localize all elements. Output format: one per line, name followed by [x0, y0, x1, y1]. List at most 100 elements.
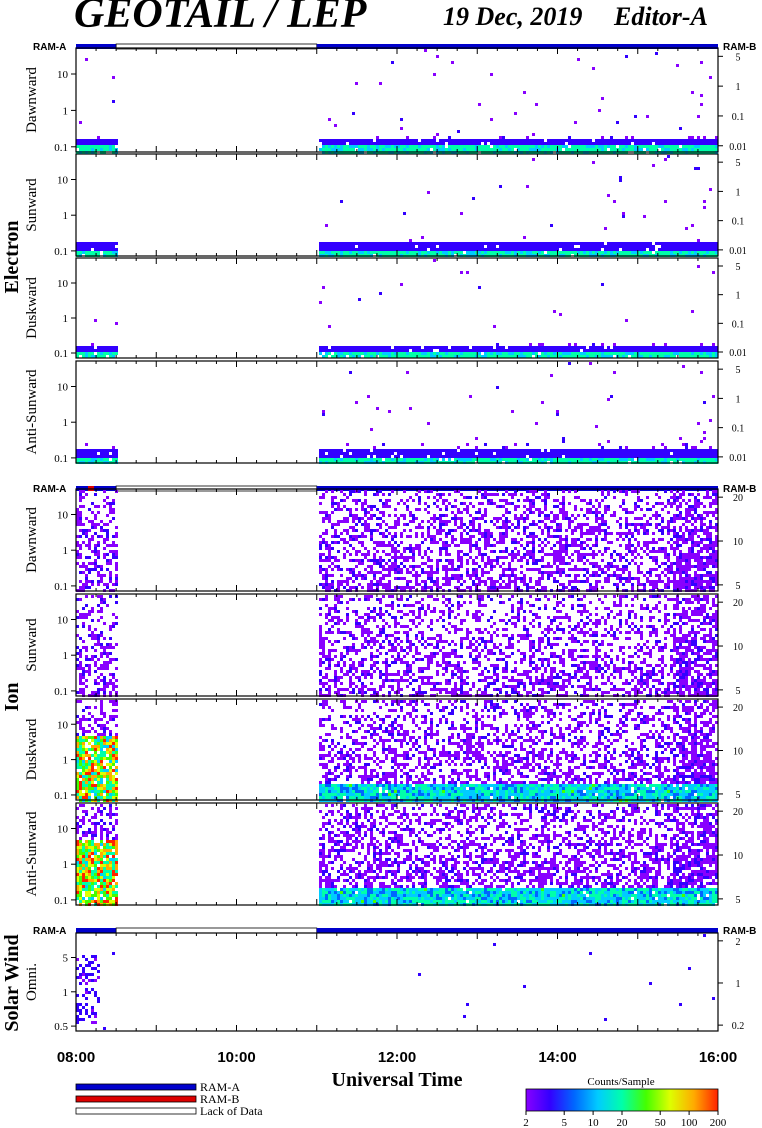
spectrogram-cell [613, 559, 616, 562]
spectrogram-cell [418, 583, 421, 586]
spectrogram-cell [505, 148, 508, 151]
spectrogram-cell [499, 452, 502, 455]
spectrogram-cell [598, 352, 601, 355]
spectrogram-cell [475, 458, 478, 461]
spectrogram-cell [628, 349, 631, 352]
spectrogram-cell [430, 142, 433, 145]
spectrogram-cell [343, 520, 346, 523]
spectrogram-cell [361, 242, 364, 245]
spectrogram-cell [553, 355, 556, 358]
spectrogram-cell [694, 148, 697, 151]
spectrogram-cell [385, 502, 388, 505]
spectrogram-cell [343, 352, 346, 355]
spectrogram-cell [328, 352, 331, 355]
spectrogram-cell [541, 455, 544, 458]
spectrogram-cell [430, 535, 433, 538]
spectrogram-cell [346, 455, 349, 458]
spectrogram-cell [517, 586, 520, 589]
spectrogram-cell [595, 142, 598, 145]
spectrogram-cell [517, 532, 520, 535]
spectrogram-cell [394, 562, 397, 565]
spectrogram-cell [487, 571, 490, 574]
spectrogram-cell [352, 142, 355, 145]
spectrogram-cell [424, 538, 427, 541]
spectrogram-cell [493, 142, 496, 145]
spectrogram-cell [94, 349, 97, 352]
spectrogram-cell [628, 544, 631, 547]
spectrogram-cell [79, 553, 82, 556]
spectrogram-cell [514, 517, 517, 520]
spectrogram-cell [604, 248, 607, 251]
spectrogram-cell [664, 349, 667, 352]
spectrogram-cell [592, 343, 595, 346]
spectrogram-cell [562, 568, 565, 571]
spectrogram-cell [331, 248, 334, 251]
spectrogram-cell [112, 556, 115, 559]
spectrogram-cell [703, 200, 706, 203]
spectrogram-cell [418, 574, 421, 577]
spectrogram-cell [706, 242, 709, 245]
spectrogram-cell [529, 586, 532, 589]
spectrogram-cell [589, 145, 592, 148]
y-tick-label-right: 0.1 [732, 112, 745, 123]
spectrogram-cell [100, 346, 103, 349]
spectrogram-cell [82, 529, 85, 532]
spectrogram-cell [628, 538, 631, 541]
spectrogram-cell [436, 142, 439, 145]
spectrogram-cell [715, 136, 718, 139]
spectrogram-cell [322, 410, 325, 413]
spectrogram-cell [526, 142, 529, 145]
spectrogram-cell [373, 556, 376, 559]
spectrogram-cell [499, 245, 502, 248]
spectrogram-cell [322, 553, 325, 556]
spectrogram-cell [541, 145, 544, 148]
spectrogram-cell [112, 242, 115, 245]
spectrogram-cell [421, 443, 424, 446]
spectrogram-cell [538, 496, 541, 499]
spectrogram-cell [592, 349, 595, 352]
spectrogram-cell [100, 452, 103, 455]
spectrogram-cell [367, 511, 370, 514]
spectrogram-cell [619, 505, 622, 508]
spectrogram-cell [508, 583, 511, 586]
spectrogram-cell [490, 562, 493, 565]
spectrogram-cell [331, 490, 334, 493]
spectrogram-cell [82, 242, 85, 245]
spectrogram-cell [433, 245, 436, 248]
spectrogram-cell [532, 490, 535, 493]
spectrogram-cell [709, 458, 712, 461]
spectrogram-cell [493, 251, 496, 254]
spectrogram-cell [568, 574, 571, 577]
spectrogram-cell [364, 352, 367, 355]
spectrogram-cell [367, 523, 370, 526]
spectrogram-cell [328, 139, 331, 142]
spectrogram-cell [580, 532, 583, 535]
spectrogram-cell [370, 248, 373, 251]
spectrogram-cell [652, 343, 655, 346]
spectrogram-cell [541, 245, 544, 248]
spectrogram-cell [691, 148, 694, 151]
spectrogram-cell [403, 586, 406, 589]
spectrogram-cell [550, 452, 553, 455]
spectrogram-cell [634, 142, 637, 145]
spectrogram-cell [490, 452, 493, 455]
spectrogram-cell [397, 139, 400, 142]
spectrogram-cell [523, 580, 526, 583]
spectrogram-cell [376, 544, 379, 547]
spectrogram-cell [433, 355, 436, 358]
spectrogram-cell [532, 142, 535, 145]
spectrogram-cell [418, 550, 421, 553]
spectrogram-cell [475, 586, 478, 589]
spectrogram-cell [544, 523, 547, 526]
spectrogram-cell [451, 577, 454, 580]
spectrogram-cell [619, 355, 622, 358]
spectrogram-cell [82, 571, 85, 574]
spectrogram-cell [103, 455, 106, 458]
spectrogram-cell [406, 505, 409, 508]
spectrogram-cell [346, 248, 349, 251]
spectrogram-cell [514, 553, 517, 556]
spectrogram-cell [427, 526, 430, 529]
spectrogram-cell [382, 352, 385, 355]
spectrogram-cell [358, 245, 361, 248]
spectrogram-cell [556, 529, 559, 532]
